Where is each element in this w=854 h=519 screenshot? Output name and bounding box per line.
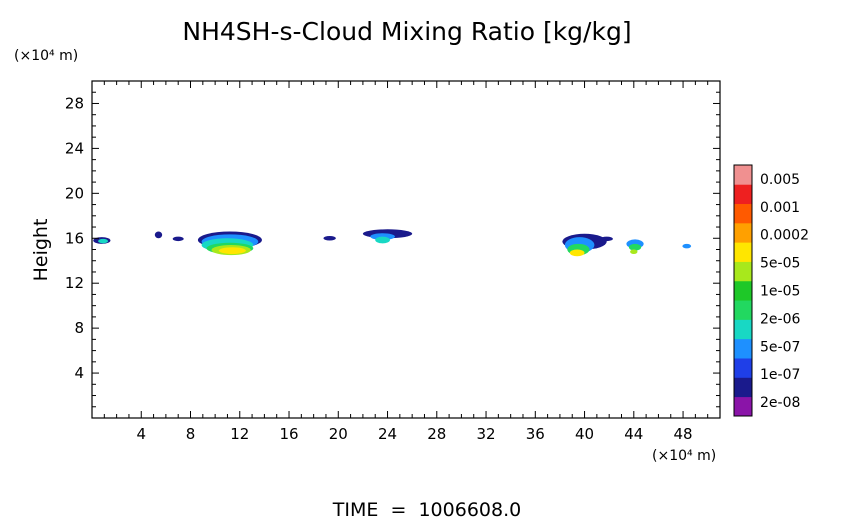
cloud-cell-20 bbox=[628, 243, 642, 251]
cloud-cell-21 bbox=[630, 249, 638, 254]
colorbar-label: 2e-08 bbox=[760, 395, 800, 411]
colorbar-swatch bbox=[734, 300, 752, 320]
colorbar-swatch bbox=[734, 396, 752, 417]
axis-ticks bbox=[92, 81, 720, 418]
colorbar-swatch bbox=[734, 280, 752, 301]
cloud-cell-13 bbox=[375, 236, 390, 244]
colorbar-swatch bbox=[734, 358, 752, 378]
colorbar-swatch bbox=[734, 261, 752, 282]
x-tick-label: 12 bbox=[230, 425, 249, 443]
x-unit-label: (×10⁴ m) bbox=[652, 448, 716, 464]
colorbar-swatch bbox=[734, 319, 752, 340]
cloud-cell-2 bbox=[154, 231, 163, 239]
colorbar-label: 1e-07 bbox=[760, 367, 800, 383]
plot-frame bbox=[91, 80, 721, 419]
y-tick-label: 28 bbox=[65, 94, 84, 112]
cloud-cell-10 bbox=[323, 236, 336, 241]
y-tick-label: 12 bbox=[65, 274, 84, 292]
x-tick-label: 40 bbox=[575, 425, 594, 443]
y-tick-label: 20 bbox=[65, 184, 84, 202]
colorbar-label: 5e-05 bbox=[760, 256, 800, 272]
colorbar-label: 2e-06 bbox=[760, 311, 800, 327]
colorbar-frame bbox=[733, 164, 753, 417]
x-tick-label: 44 bbox=[624, 425, 643, 443]
colorbar-label: 0.001 bbox=[760, 200, 800, 216]
colorbar-swatch bbox=[734, 165, 752, 185]
x-tick-label: 36 bbox=[526, 425, 545, 443]
cloud-cells bbox=[93, 229, 692, 257]
colorbar-swatch bbox=[734, 184, 752, 205]
chart-title: NH4SH-s-Cloud Mixing Ratio [kg/kg] bbox=[182, 17, 631, 46]
y-tick-label: 4 bbox=[74, 364, 84, 382]
x-tick-label: 16 bbox=[279, 425, 298, 443]
colorbar-label: 5e-07 bbox=[760, 339, 800, 355]
colorbar-swatch bbox=[734, 338, 752, 359]
x-tick-label: 4 bbox=[136, 425, 146, 443]
cloud-cell-17 bbox=[569, 249, 585, 257]
y-axis-label: Height bbox=[30, 219, 52, 282]
y-unit-label: (×10⁴ m) bbox=[14, 48, 78, 64]
cloud-cell-3 bbox=[172, 236, 184, 242]
cloud-cell-9 bbox=[218, 247, 246, 254]
colorbar-label: 0.0002 bbox=[760, 228, 809, 244]
time-footer: TIME = 1006608.0 bbox=[332, 499, 521, 519]
x-tick-label: 8 bbox=[186, 425, 196, 443]
colorbar: 0.005 0.001 0.0002 5e-05 1e-05 2e-06 5e-07 1e-0… bbox=[733, 164, 809, 417]
x-tick-label: 32 bbox=[476, 425, 495, 443]
colorbar-swatch bbox=[734, 242, 752, 262]
x-tick-label: 20 bbox=[329, 425, 348, 443]
y-tick-label: 16 bbox=[65, 229, 84, 247]
colorbar-swatch bbox=[734, 203, 752, 224]
y-tick-label: 24 bbox=[65, 139, 84, 157]
x-tick-label: 48 bbox=[674, 425, 693, 443]
colorbar-swatch bbox=[734, 222, 752, 243]
cloud-cell-18 bbox=[600, 236, 613, 242]
x-tick-label: 24 bbox=[378, 425, 397, 443]
y-tick-label: 8 bbox=[74, 319, 84, 337]
colorbar-label: 0.005 bbox=[760, 172, 800, 188]
cloud-cell-22 bbox=[682, 243, 692, 249]
x-tick-label: 28 bbox=[427, 425, 446, 443]
colorbar-label: 1e-05 bbox=[760, 284, 800, 300]
cloud-cell-1 bbox=[98, 238, 109, 244]
colorbar-swatch bbox=[734, 377, 752, 398]
